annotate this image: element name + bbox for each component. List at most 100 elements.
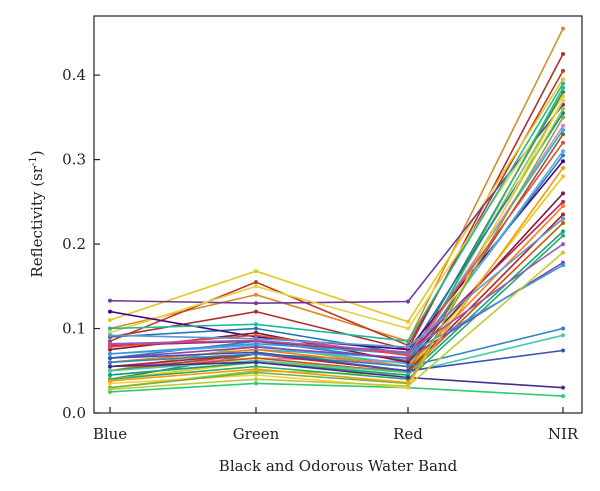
- data-point: [561, 153, 565, 158]
- data-point: [561, 26, 565, 31]
- data-point: [108, 378, 112, 383]
- series-line-14: [109, 160, 564, 351]
- y-axis-title-main: Reflectivity (sr: [28, 165, 46, 277]
- data-point: [254, 280, 258, 285]
- data-point: [561, 385, 565, 390]
- data-point: [406, 360, 410, 365]
- data-point: [254, 341, 258, 346]
- series-39: [108, 242, 565, 355]
- series-line-20: [109, 201, 564, 355]
- data-point: [406, 319, 410, 324]
- series-line-38: [109, 218, 564, 348]
- series-line-34: [109, 100, 564, 389]
- y-axis-title: Reflectivity (sr-1): [28, 150, 46, 277]
- data-point: [108, 351, 112, 356]
- data-point: [406, 353, 410, 358]
- data-point: [108, 309, 112, 314]
- data-point: [108, 356, 112, 361]
- data-point: [254, 338, 258, 343]
- data-point: [406, 326, 410, 331]
- data-point: [406, 345, 410, 350]
- data-point: [561, 204, 565, 209]
- data-point: [406, 368, 410, 373]
- series-line-22: [109, 213, 564, 372]
- series-3: [108, 52, 565, 352]
- series-lines-layer: [108, 26, 565, 399]
- data-point: [561, 199, 565, 204]
- data-point: [561, 52, 565, 57]
- x-tick-label-blue: Blue: [93, 425, 127, 443]
- data-point: [254, 322, 258, 327]
- y-axis-title-close: ): [28, 150, 46, 156]
- data-point: [561, 166, 565, 171]
- data-point: [561, 216, 565, 221]
- data-point: [254, 292, 258, 297]
- series-line-31: [109, 361, 564, 389]
- data-point: [254, 367, 258, 372]
- data-point: [254, 381, 258, 386]
- y-axis-title-superscript: -1: [28, 156, 39, 166]
- series-30: [108, 348, 565, 373]
- series-33: [108, 81, 565, 344]
- data-point: [561, 98, 565, 103]
- data-point: [108, 298, 112, 303]
- y-tick-label: 0.1: [62, 320, 86, 338]
- series-line-27: [109, 264, 564, 355]
- plot-frame: [93, 15, 583, 414]
- data-point: [406, 364, 410, 369]
- series-line-17: [109, 133, 564, 372]
- series-line-4: [109, 78, 564, 323]
- x-axis-title: Black and Odorous Water Band: [219, 457, 458, 475]
- data-point: [406, 299, 410, 304]
- series-line-24: [109, 230, 564, 376]
- data-point: [561, 77, 565, 82]
- data-point: [561, 123, 565, 128]
- data-point: [561, 229, 565, 234]
- axis-ticks-layer: 0.0 0.1 0.2 0.3 0.4 Blue Green Red NIR: [62, 66, 579, 443]
- data-point: [254, 345, 258, 350]
- data-point: [254, 377, 258, 382]
- data-point: [406, 383, 410, 388]
- series-line-25: [109, 235, 564, 381]
- data-point: [108, 345, 112, 350]
- data-point: [561, 212, 565, 217]
- data-point: [108, 318, 112, 323]
- series-line-39: [109, 243, 564, 354]
- series-line-5: [109, 104, 564, 305]
- data-point: [561, 106, 565, 111]
- data-point: [108, 360, 112, 365]
- data-point: [254, 309, 258, 314]
- data-point: [561, 159, 565, 164]
- series-line-2: [109, 70, 564, 347]
- series-line-29: [109, 334, 564, 374]
- data-point: [108, 333, 112, 338]
- data-point: [561, 149, 565, 154]
- data-point: [561, 81, 565, 86]
- series-5: [108, 102, 565, 306]
- data-point: [406, 380, 410, 385]
- series-line-10: [109, 112, 564, 355]
- data-point: [108, 364, 112, 369]
- data-point: [561, 242, 565, 247]
- series-line-33: [109, 83, 564, 343]
- x-tick-label-nir: NIR: [548, 425, 579, 443]
- data-point: [561, 68, 565, 73]
- x-tick-label-green: Green: [233, 425, 280, 443]
- data-point: [561, 326, 565, 331]
- y-tick-label: 0.2: [62, 235, 86, 253]
- series-line-32: [109, 382, 564, 397]
- series-31: [108, 360, 565, 390]
- data-point: [254, 284, 258, 289]
- y-tick-label: 0.4: [62, 66, 86, 84]
- series-27: [108, 263, 565, 356]
- y-tick-label: 0.0: [62, 404, 86, 422]
- data-point: [561, 394, 565, 399]
- data-point: [561, 132, 565, 137]
- data-point: [561, 128, 565, 133]
- data-point: [561, 233, 565, 238]
- series-line-30: [109, 349, 564, 372]
- data-point: [561, 263, 565, 268]
- data-point: [561, 191, 565, 196]
- data-point: [108, 341, 112, 346]
- data-point: [561, 174, 565, 179]
